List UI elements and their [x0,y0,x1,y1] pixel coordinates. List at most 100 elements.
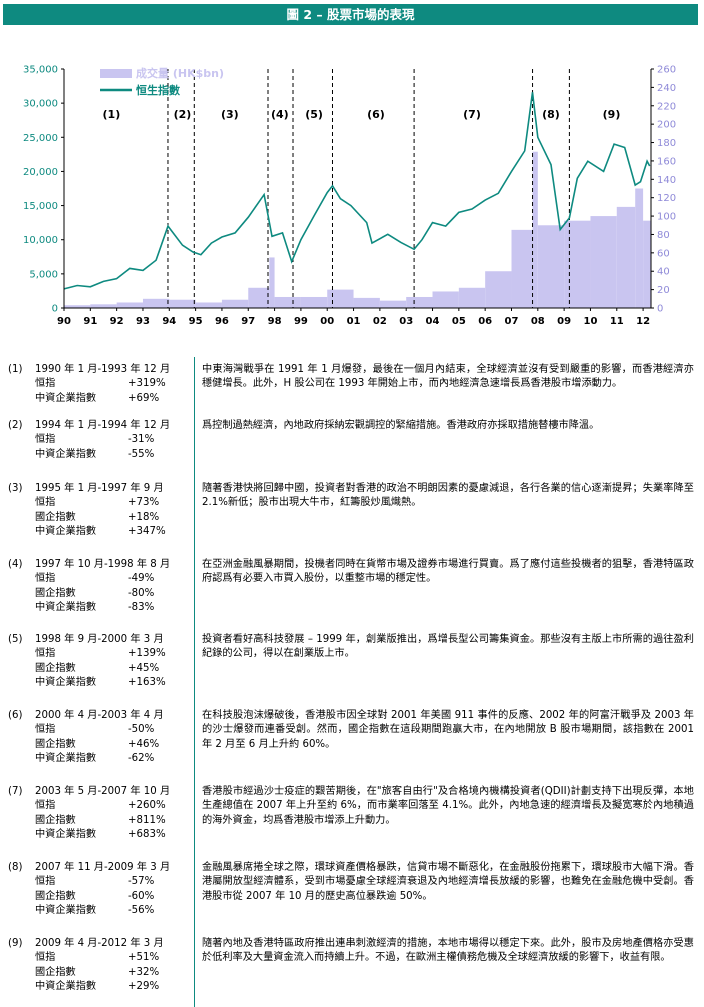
legend-swatch-turnover [100,69,132,78]
turnover-bar [90,304,117,308]
x-tick-label: 91 [83,316,97,327]
turnover-bar [142,298,170,308]
period-label: (2) [174,108,192,121]
index-name: 恒指 [35,434,56,446]
period-range: 1995 年 1 月-1997 年 9 月 [35,483,164,494]
index-change: -57% [128,876,155,888]
x-tick-label: 03 [399,316,413,327]
turnover-bar [616,206,636,308]
y-left-tick-label: 5,000 [29,269,58,280]
index-change: -56% [128,904,155,916]
y-right-tick-label: 220 [657,101,676,112]
period-number: (3) [8,483,23,494]
index-change: +73% [128,497,160,509]
x-tick-label: 01 [347,316,361,327]
x-tick-label: 00 [320,316,334,327]
index-change: -49% [128,573,155,585]
y-right-tick-label: 240 [657,83,676,94]
index-change: +139% [128,648,166,660]
turnover-bar [353,297,380,308]
y-left-tick-label: 20,000 [23,167,58,178]
legend-label-hsi: 恒生指數 [136,83,180,97]
index-name: 中資企業指數 [35,752,97,764]
index-name: 恒指 [35,648,56,660]
index-change: +51% [128,952,160,964]
index-name: 恒指 [35,573,56,585]
index-change: +347% [128,525,166,537]
turnover-bar [379,300,407,308]
turnover-bar [274,296,301,308]
y-left-tick-label: 30,000 [23,99,58,110]
turnover-bar [327,289,354,308]
y-left-tick-label: 35,000 [23,65,58,76]
period-number: (8) [8,862,23,873]
turnover-bar [432,291,459,308]
period-description: 投資者看好高科技發展 – 1999 年，創業版推出，爲增長型公司籌集資金。那些沒… [202,634,694,660]
index-name: 恒指 [35,724,56,736]
y-right-tick-label: 180 [657,138,676,149]
turnover-bar [511,229,533,308]
index-change: -55% [128,448,155,460]
index-name: 國企指數 [35,738,76,750]
y-left-tick-label: 25,000 [23,133,58,144]
turnover-bar [195,302,222,308]
column-divider [194,357,195,1007]
period-range: 2000 年 4 月-2003 年 4 月 [35,710,164,721]
period-description: 在亞洲金融風暴期間，投機者同時在貨幣市場及證券市場進行買賣。爲了應付這些投機者的… [202,559,694,585]
x-tick-label: 97 [241,316,255,327]
turnover-bar [64,305,91,308]
y-right-tick-label: 160 [657,156,676,167]
index-change: +29% [128,980,160,992]
stock-market-chart: 0 5,000 10,000 15,000 20,000 25,000 30,000 35,0… [23,65,676,328]
index-name: 恒指 [35,876,56,888]
index-name: 國企指數 [35,587,76,599]
period-range: 1990 年 1 月-1993 年 12 月 [35,364,171,375]
period-description: 金融風暴席捲全球之際，環球資產價格暴跌，信貸市場不斷惡化，在金融股份拖累下，環球… [202,862,694,902]
index-change: +260% [128,800,166,812]
turnover-bar [635,188,644,308]
period-number: (5) [8,634,23,645]
index-change: +811% [128,814,166,826]
x-tick-label: 05 [452,316,466,327]
y-right-tick-label: 80 [657,230,670,241]
turnover-bar [116,302,143,308]
period-dividers [167,69,570,308]
index-name: 恒指 [35,952,56,964]
turnover-bar [248,287,270,308]
period-label: (1) [103,108,121,121]
x-tick-label: 10 [583,316,597,327]
y-right-tick-label: 120 [657,193,676,204]
index-name: 中資企業指數 [35,980,97,992]
x-tick-label: 92 [110,316,124,327]
x-tick-label: 06 [478,316,492,327]
x-tick-label: 11 [610,316,624,327]
period-number: (1) [8,364,23,375]
hsi-line [63,92,651,290]
y-left-tick-label: 10,000 [23,235,58,246]
hsi-line-path [63,92,651,290]
index-name: 中資企業指數 [35,525,97,537]
turnover-bar [532,151,538,308]
x-tick-label: 08 [531,316,545,327]
index-change: +69% [128,392,160,404]
index-change: +319% [128,378,166,390]
index-change: +46% [128,738,160,750]
index-change: +32% [128,966,160,978]
turnover-bar [537,225,565,308]
x-tick-label: 98 [268,316,282,327]
index-change: -83% [128,601,155,613]
x-tick-label: 94 [162,316,176,327]
chart-legend: 成交量 (HK$bn) 恒生指數 [100,66,224,97]
period-number: (7) [8,786,23,797]
turnover-bar [169,299,196,308]
period-label: (3) [221,108,239,121]
y-right-tick-label: 20 [657,285,670,296]
index-change: +163% [128,676,166,688]
turnover-bar [564,220,591,308]
period-label: (6) [367,108,385,121]
x-tick-label: 96 [215,316,229,327]
y-right-tick-label: 200 [657,120,676,131]
period-description: 中東海灣戰爭在 1991 年 1 月爆發，最後在一個月內結束，全球經濟並沒有受到… [202,364,694,390]
x-tick-label: 99 [294,316,308,327]
period-label: (9) [603,108,621,121]
